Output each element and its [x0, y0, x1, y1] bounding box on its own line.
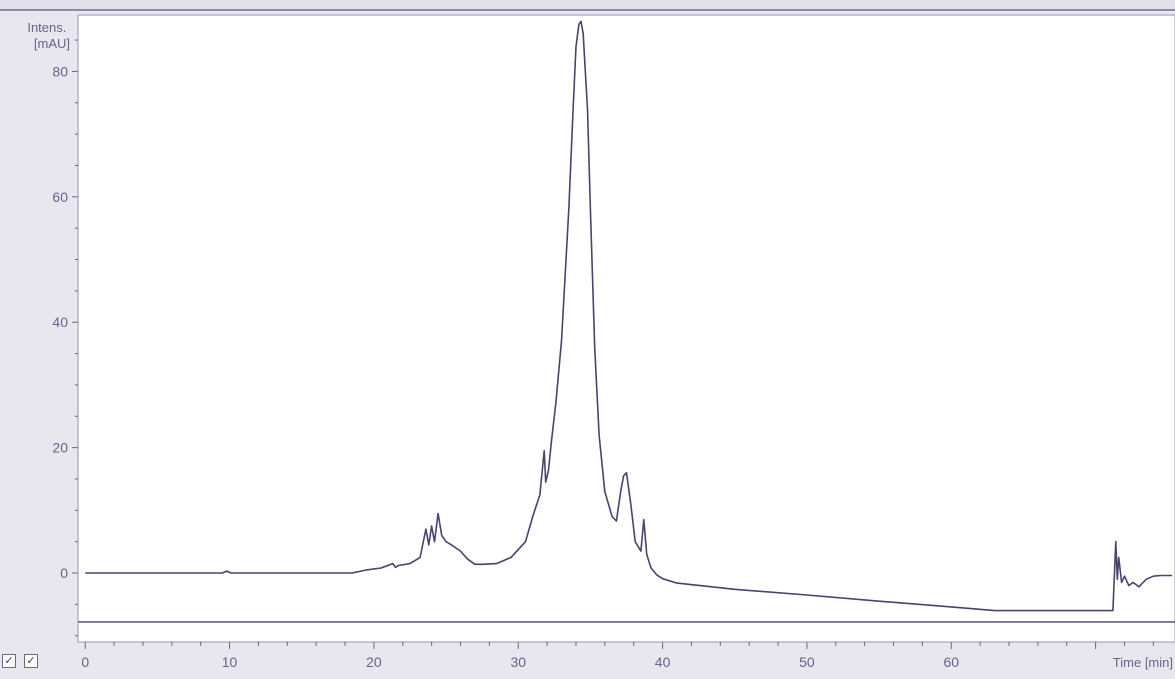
y-axis-title-line-1: Intens.	[27, 20, 66, 35]
window-top-border	[0, 0, 1175, 11]
y-tick-label: 80	[52, 63, 68, 79]
y-tick-label: 20	[52, 440, 68, 456]
x-tick-label: 60	[943, 654, 959, 670]
y-axis-title-line-2: [mAU]	[34, 36, 70, 51]
plot-area	[77, 14, 1175, 643]
y-tick-label: 60	[52, 189, 68, 205]
x-tick-label: 50	[799, 654, 815, 670]
trace-visibility-checkboxes: ✓ ✓	[2, 652, 50, 674]
x-tick-label: 0	[81, 654, 89, 670]
y-tick-label: 40	[52, 314, 68, 330]
y-axis-title: Intens. [mAU]	[27, 20, 70, 51]
x-tick-label: 10	[222, 654, 238, 670]
x-tick-label: 30	[510, 654, 526, 670]
checkmark-icon: ✓	[26, 654, 36, 667]
x-tick-label: 40	[655, 654, 671, 670]
y-tick-label: 0	[60, 565, 68, 581]
x-axis-title: Time [min]	[1113, 655, 1173, 670]
x-tick-label: 20	[366, 654, 382, 670]
trace-checkbox-1[interactable]: ✓	[2, 654, 16, 668]
trace-checkbox-2[interactable]: ✓	[24, 654, 38, 668]
chromatogram-trace-1	[85, 20, 1173, 612]
checkmark-icon: ✓	[4, 654, 14, 667]
